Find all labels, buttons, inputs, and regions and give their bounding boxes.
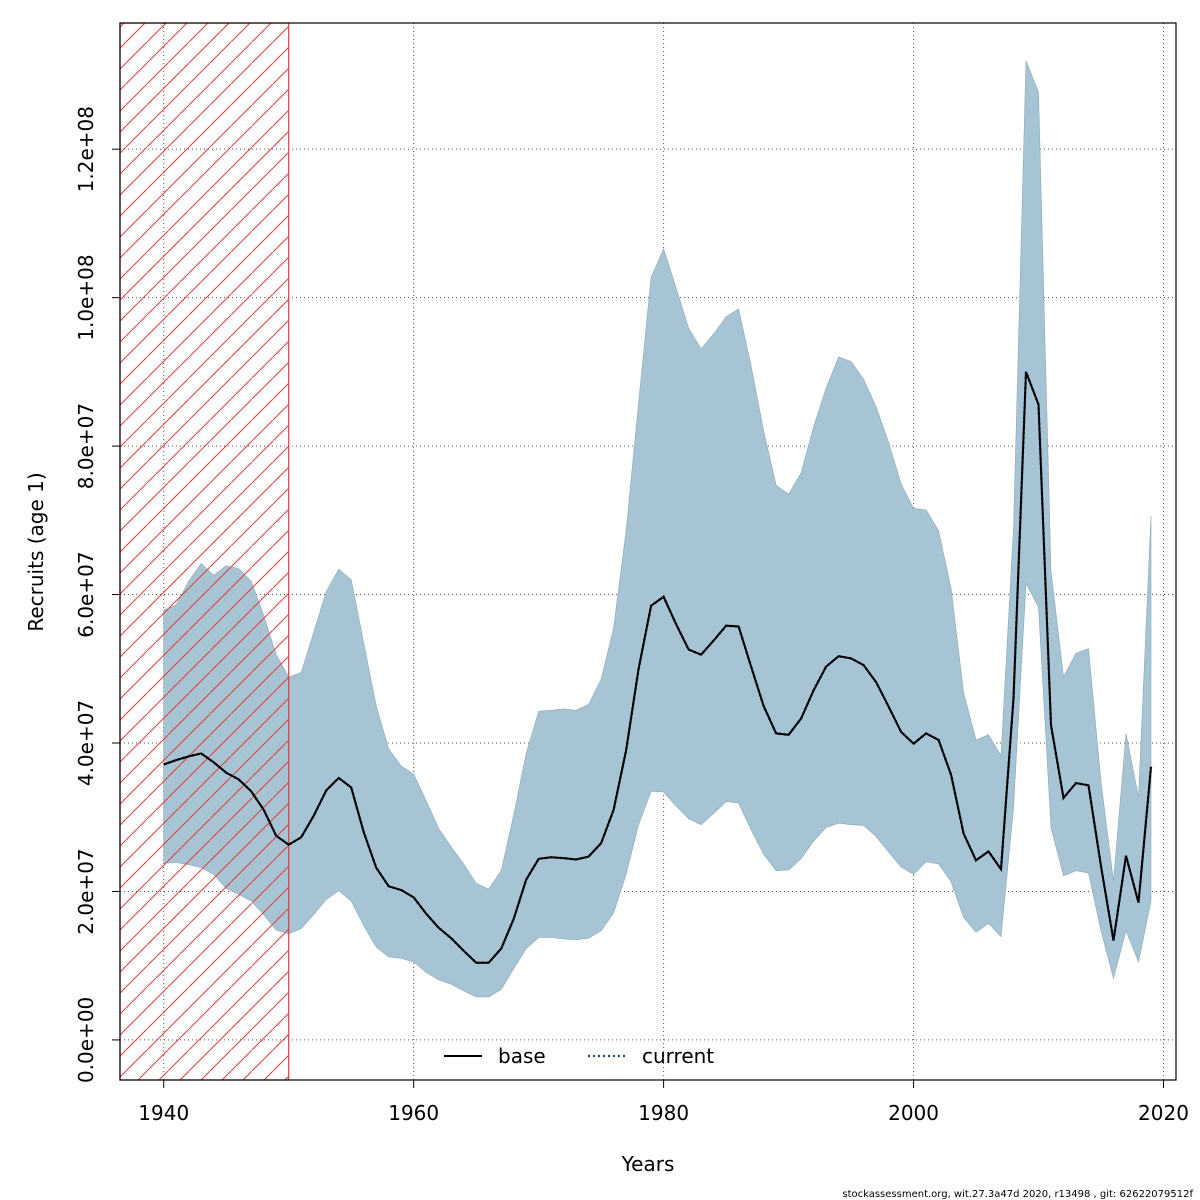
x-tick-label: 1960 bbox=[388, 1101, 439, 1125]
confidence-band bbox=[163, 60, 1152, 998]
y-axis-title: Recruits (age 1) bbox=[24, 472, 48, 631]
x-tick-label: 1940 bbox=[138, 1101, 189, 1125]
x-axis-title: Years bbox=[621, 1152, 675, 1176]
legend-label-base: base bbox=[498, 1044, 546, 1068]
shaded-region bbox=[119, 22, 290, 1081]
shaded-region-hatch bbox=[119, 22, 290, 1081]
x-tick-label: 2020 bbox=[1138, 1101, 1189, 1125]
confidence-band-area bbox=[163, 60, 1152, 998]
x-axis: 1940 1960 1980 2000 2020 bbox=[138, 1080, 1189, 1125]
y-tick-label: 1.0e+08 bbox=[74, 254, 98, 340]
x-tick-label: 1980 bbox=[638, 1101, 689, 1125]
y-tick-label: 0.0e+00 bbox=[74, 997, 98, 1083]
legend-label-current: current bbox=[642, 1044, 714, 1068]
y-tick-label: 4.0e+07 bbox=[74, 700, 98, 786]
plot-frame bbox=[119, 22, 1177, 1081]
y-axis: 0.0e+00 2.0e+07 4.0e+07 6.0e+07 8.0e+07 1.0e+… bbox=[74, 106, 120, 1083]
y-tick-label: 8.0e+07 bbox=[74, 403, 98, 489]
y-tick-label: 2.0e+07 bbox=[74, 848, 98, 934]
y-tick-label: 6.0e+07 bbox=[74, 551, 98, 637]
y-tick-label: 1.2e+08 bbox=[74, 106, 98, 192]
x-tick-label: 2000 bbox=[888, 1101, 939, 1125]
series-lines bbox=[163, 371, 1153, 964]
series-line-base bbox=[163, 371, 1152, 964]
legend: base current bbox=[444, 1044, 714, 1068]
footer-note: stockassessment.org, wit.27.3a47d 2020, … bbox=[842, 1189, 1193, 1200]
